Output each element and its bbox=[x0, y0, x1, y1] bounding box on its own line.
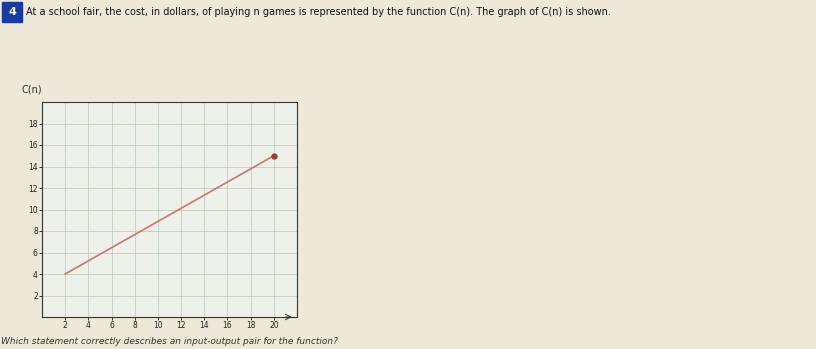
Bar bbox=[2, 2, 22, 22]
Text: C(n): C(n) bbox=[22, 84, 42, 94]
Text: At a school fair, the cost, in dollars, of playing n games is represented by the: At a school fair, the cost, in dollars, … bbox=[26, 7, 611, 17]
Text: Which statement correctly describes an input-output pair for the function?: Which statement correctly describes an i… bbox=[1, 336, 338, 346]
Text: 4: 4 bbox=[8, 7, 16, 17]
